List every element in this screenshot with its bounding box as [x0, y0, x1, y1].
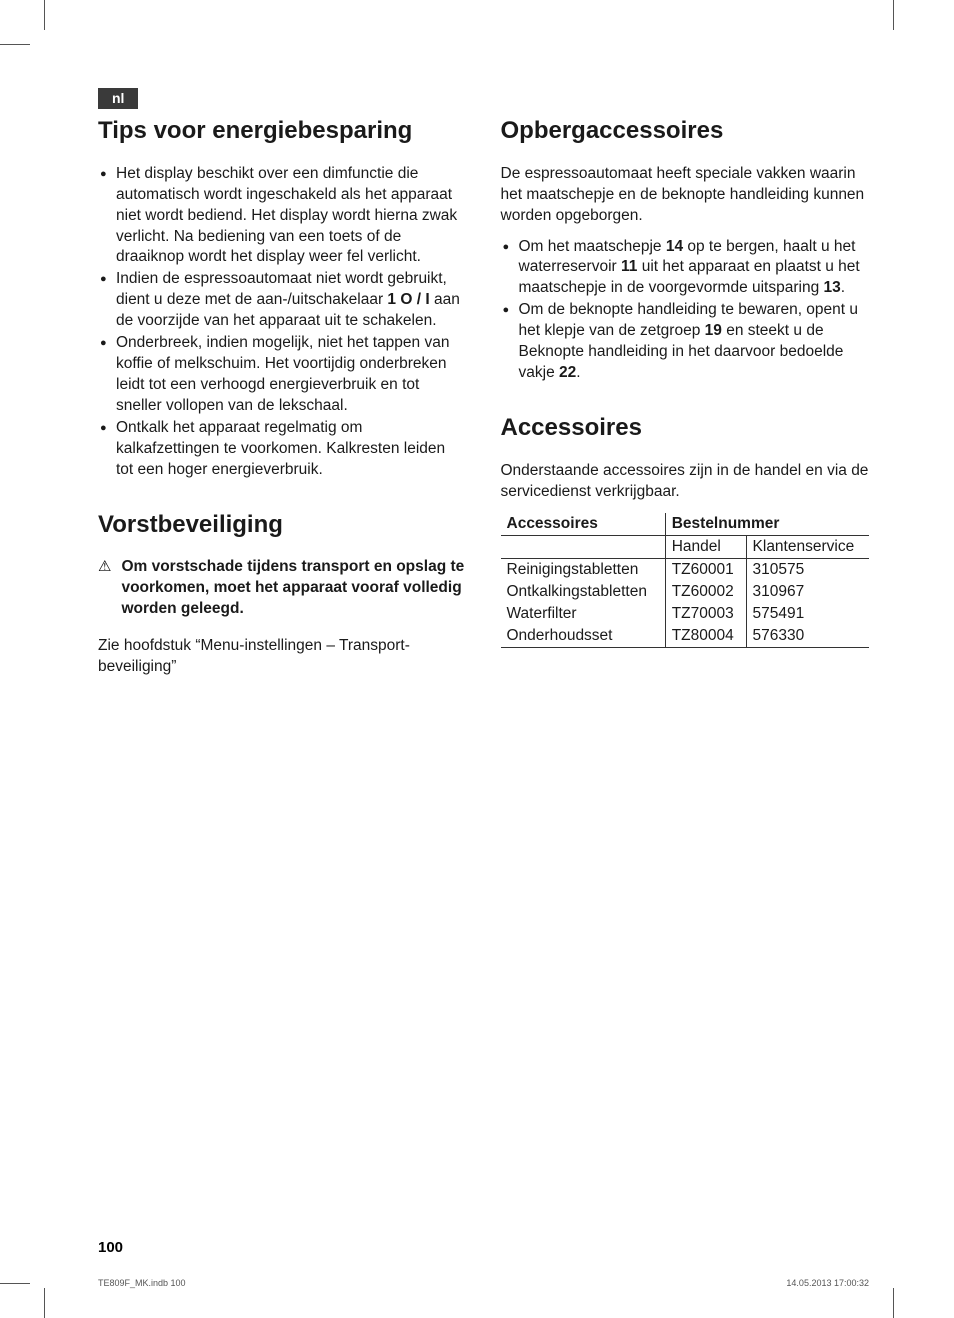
list-item: Ontkalk het apparaat regelmatig om kalka… — [98, 418, 467, 481]
table-subheader: Klanten­service — [746, 535, 869, 558]
table-row: OnderhoudssetTZ80004576330 — [501, 625, 870, 648]
table-cell: TZ60001 — [665, 558, 746, 581]
paragraph: Zie hoofdstuk “Menu-instellingen – Trans… — [98, 636, 467, 678]
warning-text: Om vorstschade tijdens transport en opsl… — [121, 557, 466, 620]
footer-timestamp: 14.05.2013 17:00:32 — [786, 1278, 869, 1288]
table-cell: TZ70003 — [665, 603, 746, 625]
right-column: Opbergaccessoires De espressoautomaat he… — [501, 117, 870, 688]
warning-block: ⚠ Om vorstschade tijdens transport en op… — [98, 557, 467, 620]
table-row: WaterfilterTZ70003575491 — [501, 603, 870, 625]
table-row: ReinigingstablettenTZ60001310575 — [501, 558, 870, 581]
paragraph: Onderstaande accessoires zijn in de hand… — [501, 461, 870, 503]
list-item: Indien de espressoautomaat niet wordt ge… — [98, 269, 467, 332]
heading-accessories: Accessoires — [501, 414, 870, 443]
list-item: Om de beknopte handleiding te bewaren, o… — [501, 300, 870, 384]
table-cell: 575491 — [746, 603, 869, 625]
table-cell: 310575 — [746, 558, 869, 581]
table-cell: 310967 — [746, 581, 869, 603]
heading-tips: Tips voor energiebesparing — [98, 117, 467, 146]
table-cell: 576330 — [746, 625, 869, 648]
table-cell: TZ80004 — [665, 625, 746, 648]
page-content: nl Tips voor energiebesparing Het displa… — [98, 88, 869, 1268]
list-item: Het display beschikt over een dimfunctie… — [98, 164, 467, 269]
table-row: OntkalkingstablettenTZ60002310967 — [501, 581, 870, 603]
table-cell: Ontkalkingstabletten — [501, 581, 666, 603]
heading-frost: Vorstbeveiliging — [98, 511, 467, 540]
table-cell: TZ60002 — [665, 581, 746, 603]
warning-icon: ⚠ — [98, 557, 111, 620]
paragraph: De espressoautomaat heeft speciale vakke… — [501, 164, 870, 227]
table-header: Accessoires — [501, 513, 666, 536]
storage-list: Om het maatschepje 14 op te bergen, haal… — [501, 237, 870, 384]
accessories-table: Accessoires Bestelnummer Handel Klanten­… — [501, 513, 870, 648]
energy-tips-list: Het display beschikt over een dimfunctie… — [98, 164, 467, 481]
footer-filename: TE809F_MK.indb 100 — [98, 1278, 186, 1288]
language-badge: nl — [98, 88, 138, 109]
table-header: Bestelnummer — [665, 513, 869, 536]
table-cell: Waterfilter — [501, 603, 666, 625]
list-item: Om het maatschepje 14 op te bergen, haal… — [501, 237, 870, 300]
table-cell: Reinigingstabletten — [501, 558, 666, 581]
table-subheader: Handel — [665, 535, 746, 558]
table-cell: Onderhoudsset — [501, 625, 666, 648]
left-column: Tips voor energiebesparing Het display b… — [98, 117, 467, 688]
list-item: Onderbreek, indien mogelijk, niet het ta… — [98, 333, 467, 417]
table-cell — [501, 535, 666, 558]
heading-storage: Opbergaccessoires — [501, 117, 870, 146]
page-number: 100 — [98, 1239, 123, 1256]
